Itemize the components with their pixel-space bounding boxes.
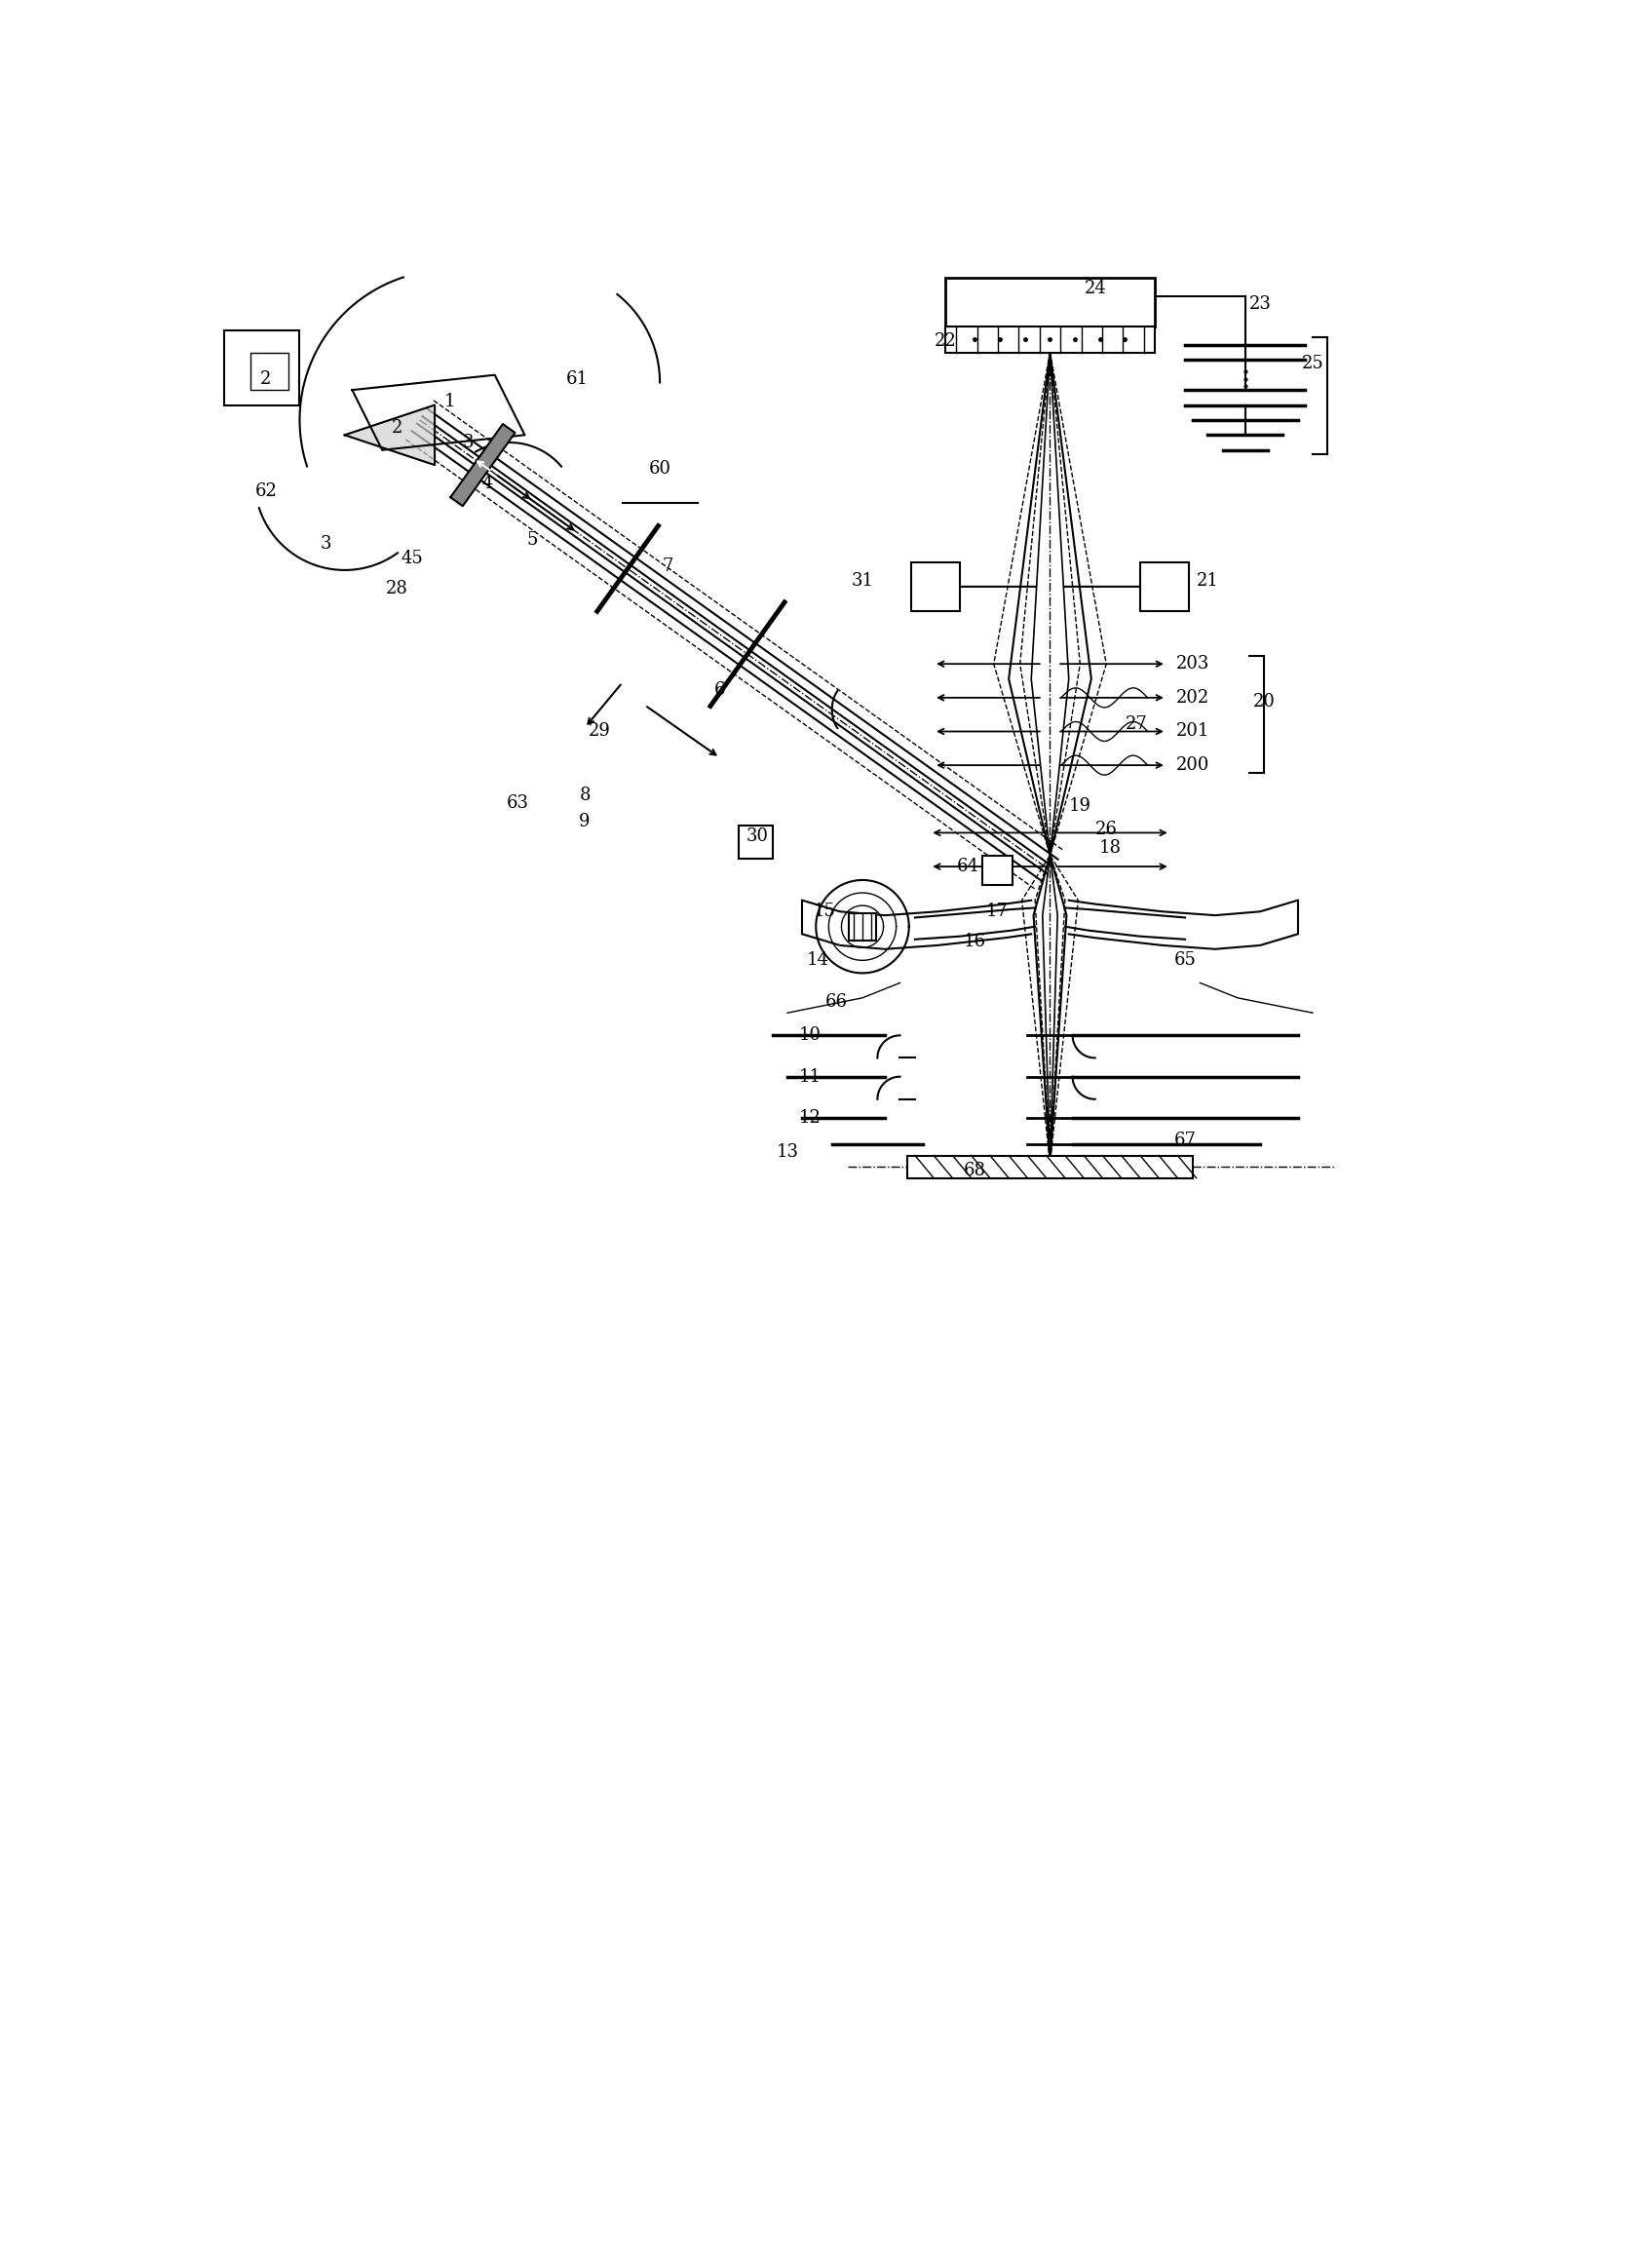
Text: 21: 21: [1197, 572, 1218, 590]
Text: 2: 2: [260, 370, 271, 388]
Text: 26: 26: [1095, 821, 1118, 837]
Text: 27: 27: [1124, 714, 1148, 733]
Text: 31: 31: [852, 572, 873, 590]
Text: 3: 3: [321, 535, 332, 553]
Bar: [225, 329, 299, 406]
Text: 28: 28: [386, 581, 408, 599]
Text: 4: 4: [482, 474, 493, 492]
Text: 61: 61: [566, 370, 589, 388]
Text: 20: 20: [1253, 692, 1276, 710]
Bar: [911, 562, 960, 612]
Bar: [945, 277, 1156, 327]
Text: 1: 1: [444, 392, 455, 411]
Text: 22: 22: [934, 333, 957, 349]
Bar: [848, 914, 876, 939]
Text: 14: 14: [806, 953, 829, 968]
Text: 201: 201: [1175, 723, 1210, 739]
Text: 13: 13: [776, 1143, 799, 1161]
Text: 11: 11: [799, 1068, 820, 1086]
Text: 67: 67: [1174, 1132, 1197, 1150]
Bar: [738, 826, 773, 860]
Text: 16: 16: [963, 932, 986, 950]
Text: 5: 5: [526, 531, 538, 549]
Text: 62: 62: [255, 483, 278, 499]
Text: 202: 202: [1175, 689, 1210, 705]
Text: 17: 17: [986, 903, 1009, 921]
Text: 7: 7: [663, 558, 672, 576]
Bar: [945, 327, 1156, 352]
Text: 30: 30: [746, 828, 769, 846]
Text: 2: 2: [391, 420, 403, 435]
Polygon shape: [345, 406, 434, 465]
Text: 18: 18: [1098, 839, 1121, 857]
Text: 60: 60: [649, 460, 671, 479]
Text: 3: 3: [464, 433, 473, 451]
Text: 23: 23: [1249, 295, 1271, 313]
Text: 25: 25: [1302, 356, 1323, 372]
Text: 45: 45: [401, 551, 423, 567]
Text: 8: 8: [579, 787, 590, 805]
Bar: [907, 1154, 1192, 1177]
Text: 24: 24: [1083, 279, 1106, 297]
Text: 63: 63: [506, 794, 528, 812]
Text: 200: 200: [1175, 758, 1210, 773]
Text: 203: 203: [1175, 655, 1210, 674]
Bar: [252, 352, 288, 390]
Text: 64: 64: [957, 857, 978, 875]
Bar: [983, 855, 1013, 885]
Text: 29: 29: [589, 723, 612, 739]
Text: 19: 19: [1069, 798, 1092, 814]
Text: 66: 66: [825, 993, 847, 1012]
Text: 12: 12: [799, 1109, 820, 1127]
Text: 10: 10: [799, 1027, 820, 1043]
Text: 15: 15: [814, 903, 837, 921]
Bar: [1139, 562, 1189, 612]
Polygon shape: [450, 424, 515, 506]
Text: 65: 65: [1174, 953, 1197, 968]
Text: 6: 6: [713, 680, 725, 699]
Text: 9: 9: [579, 812, 590, 830]
Text: 68: 68: [963, 1161, 986, 1179]
